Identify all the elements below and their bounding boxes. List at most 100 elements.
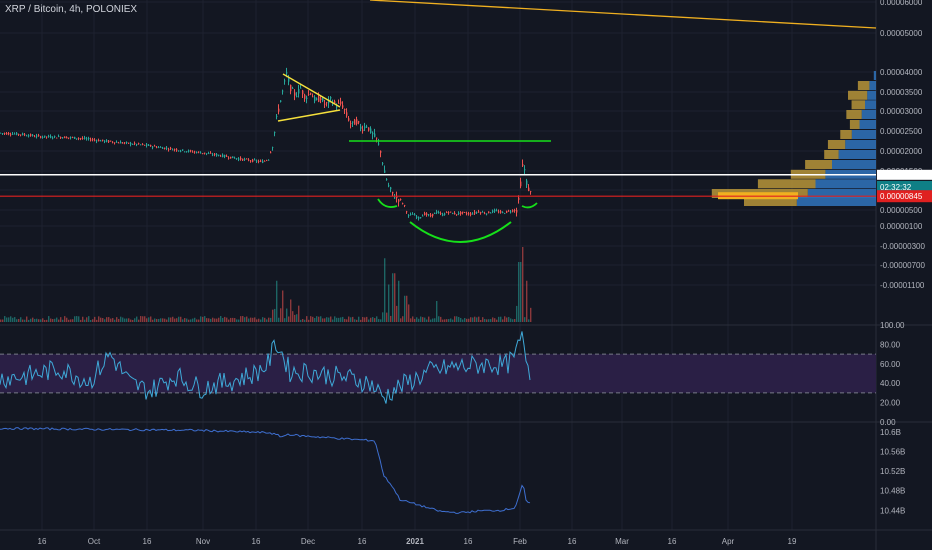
volume-bar xyxy=(182,319,184,322)
volume-bar xyxy=(380,319,382,322)
candle-body xyxy=(276,116,278,117)
candle-body xyxy=(268,159,270,161)
candle-body xyxy=(348,118,350,121)
candle-body xyxy=(360,126,362,129)
rsi-tick-label: 20.00 xyxy=(880,399,901,408)
volume-bar xyxy=(58,319,60,322)
vp-bar-blue xyxy=(796,197,876,206)
candle-body xyxy=(404,205,406,206)
candle-body xyxy=(350,123,352,124)
candle-body xyxy=(178,150,180,152)
volume-bar xyxy=(40,319,42,322)
volume-bar xyxy=(110,318,112,322)
candle-body xyxy=(504,213,506,215)
volume-bar xyxy=(28,319,30,322)
candle-body xyxy=(358,121,360,123)
volume-bar xyxy=(16,319,18,322)
candle-body xyxy=(396,196,398,199)
candle-body xyxy=(334,101,336,103)
volume-bar xyxy=(262,317,264,322)
rsi-tick-label: 0.00 xyxy=(880,418,896,427)
candle-body xyxy=(218,154,220,156)
volume-bar xyxy=(388,284,390,322)
volume-bar xyxy=(252,317,254,322)
volume-bar xyxy=(164,318,166,322)
volume-bar xyxy=(104,319,106,322)
candle-body xyxy=(104,140,106,142)
volume-bar xyxy=(172,316,174,322)
candle-body xyxy=(392,191,394,194)
volume-bar xyxy=(348,316,350,322)
candle-body xyxy=(160,147,162,148)
volume-bar xyxy=(144,316,146,322)
volume-bar xyxy=(14,317,16,322)
volume-bar xyxy=(494,318,496,322)
volume-bar xyxy=(6,317,8,322)
volume-bar xyxy=(514,319,516,322)
time-tick-label: 16 xyxy=(38,537,47,546)
time-tick-label: Nov xyxy=(196,537,210,546)
volume-bar xyxy=(106,317,108,322)
candle-body xyxy=(156,146,158,148)
candle-body xyxy=(134,142,136,144)
candle-body xyxy=(168,149,170,151)
candle-body xyxy=(176,149,178,151)
time-tick-label: 2021 xyxy=(406,537,424,546)
candle-body xyxy=(112,141,114,143)
vp-bar-blue xyxy=(869,81,876,90)
candle-body xyxy=(390,187,392,190)
candle-body xyxy=(88,137,90,140)
volume-bar xyxy=(460,317,462,322)
candle-body xyxy=(472,213,474,215)
candle-body xyxy=(368,127,370,131)
volume-bar xyxy=(8,317,10,322)
volume-bar xyxy=(302,318,304,322)
volume-bar xyxy=(520,262,522,322)
candle-body xyxy=(22,133,24,136)
candle-body xyxy=(520,181,522,187)
candle-body xyxy=(58,136,60,137)
volume-bar xyxy=(438,316,440,322)
candle-body xyxy=(4,133,6,134)
volume-bar xyxy=(218,317,220,322)
candle-body xyxy=(12,133,14,135)
candle-body xyxy=(354,119,356,125)
volume-bar xyxy=(472,317,474,322)
candle-body xyxy=(400,199,402,200)
candle-body xyxy=(468,213,470,215)
candle-body xyxy=(380,150,382,153)
candle-body xyxy=(124,142,126,144)
price-tick-label: 0.00002000 xyxy=(880,147,923,156)
volume-bar xyxy=(298,305,300,322)
candle-body xyxy=(166,147,168,149)
candle-body xyxy=(100,140,102,142)
volume-bar xyxy=(212,317,214,322)
volume-bar xyxy=(188,319,190,322)
vp-bar-blue xyxy=(873,71,876,80)
volume-bar xyxy=(112,318,114,322)
volume-bar xyxy=(406,295,408,322)
volume-bar xyxy=(186,318,188,322)
candle-body xyxy=(42,136,44,138)
candle-body xyxy=(118,142,120,144)
volume-bar xyxy=(312,316,314,322)
candle-body xyxy=(322,98,324,102)
vp-bar-gold xyxy=(840,130,852,139)
candle-body xyxy=(74,136,76,139)
volume-bar xyxy=(274,308,276,322)
volume-bar xyxy=(100,317,102,322)
volume-bar xyxy=(102,318,104,322)
candle-body xyxy=(188,150,190,152)
candle-body xyxy=(304,94,306,99)
time-tick-label: Feb xyxy=(513,537,527,546)
volume-bar xyxy=(150,316,152,322)
candle-body xyxy=(210,152,212,154)
price-series xyxy=(0,67,532,221)
candle-body xyxy=(316,98,318,100)
volume-bar xyxy=(306,316,308,322)
volume-bar xyxy=(404,295,406,322)
candle-body xyxy=(44,135,46,138)
candle-body xyxy=(266,160,268,162)
volume-bar xyxy=(414,318,416,322)
volume-bar xyxy=(250,317,252,322)
